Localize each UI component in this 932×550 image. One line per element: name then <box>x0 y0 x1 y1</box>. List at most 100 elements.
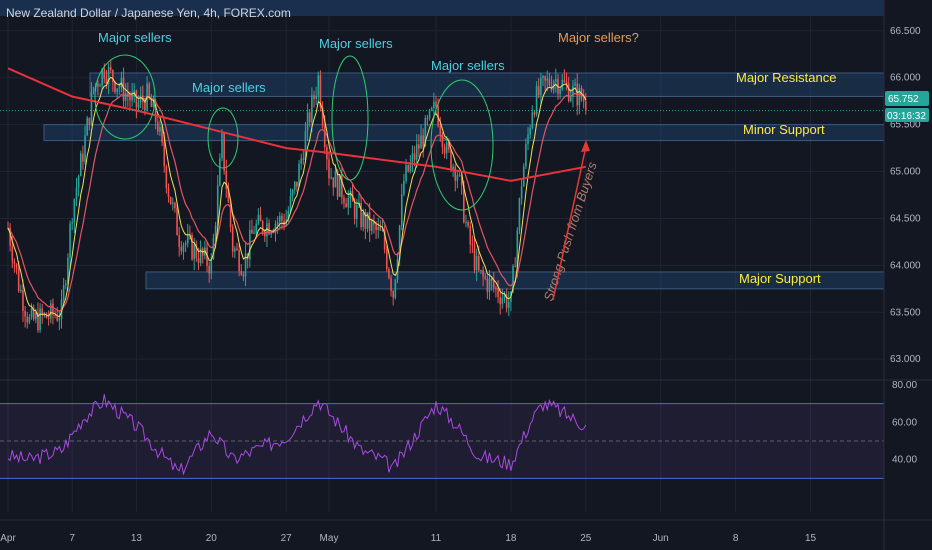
candle-body <box>261 221 264 233</box>
candle-body <box>473 245 476 271</box>
candle-body <box>99 85 101 87</box>
candle-body <box>135 90 138 108</box>
candle-body <box>90 91 93 125</box>
candle-body <box>505 294 508 308</box>
candle-body <box>443 147 446 154</box>
buyer-push-arrow <box>552 140 590 301</box>
candle-body <box>503 294 506 298</box>
candle-body <box>347 198 350 208</box>
candle-body <box>274 223 277 233</box>
candle-body <box>366 212 369 229</box>
candle-body <box>238 249 240 272</box>
candle-body <box>486 278 489 292</box>
candle-body <box>129 96 131 101</box>
rsi-line <box>7 394 587 476</box>
candle-body <box>315 95 317 99</box>
candle-body <box>259 214 262 222</box>
x-tick-label: 15 <box>805 533 817 544</box>
candle-body <box>86 117 88 136</box>
candle-body <box>133 90 136 94</box>
candle-body <box>353 201 356 219</box>
candle-body <box>268 223 270 235</box>
arrow-shaft <box>552 145 587 301</box>
candle-body <box>520 186 523 199</box>
candle-body <box>377 226 380 230</box>
candle-body <box>58 318 61 321</box>
candle-body <box>388 268 390 278</box>
candle-body <box>546 78 549 81</box>
candle-body <box>490 278 493 282</box>
candle-body <box>88 117 91 125</box>
candle-body <box>13 261 16 264</box>
candle-body <box>67 257 69 284</box>
label-major-sellers-1: Major sellers <box>98 30 172 45</box>
y-tick-label: 64.000 <box>890 260 921 271</box>
candle-body <box>159 127 161 132</box>
y-tick-label: 64.500 <box>890 213 921 224</box>
candle-body <box>52 303 54 315</box>
candle-body <box>319 75 322 108</box>
seller-ellipse <box>94 54 156 140</box>
x-tick-label: 13 <box>131 533 143 544</box>
price-tags: 65.752 03:16:32 <box>885 91 929 122</box>
candle-body <box>212 238 215 259</box>
candle-body <box>257 214 260 224</box>
candle-body <box>20 290 22 292</box>
label-major-sellers-3: Major sellers <box>319 36 393 51</box>
ma-slow-line <box>7 67 586 182</box>
candle-body <box>334 171 337 188</box>
candle-body <box>249 229 251 260</box>
candle-body <box>214 226 217 239</box>
rsi-y-tick-label: 60.00 <box>892 417 917 428</box>
y-tick-label: 66.000 <box>890 73 921 84</box>
candle-body <box>11 245 14 262</box>
candle-body <box>430 107 433 110</box>
candle-body <box>174 202 176 208</box>
candle-body <box>30 308 33 318</box>
candle-body <box>405 165 407 181</box>
candle-body <box>561 79 564 89</box>
candle-body <box>330 177 332 179</box>
candle-body <box>454 166 457 181</box>
header-band <box>0 0 884 16</box>
x-tick-label: 8 <box>733 533 739 544</box>
candle-body <box>368 212 371 231</box>
label-major-support: Major Support <box>739 271 821 286</box>
candle-body <box>574 83 576 86</box>
candle-body <box>512 266 514 292</box>
candle-body <box>323 125 326 148</box>
candle-body <box>112 70 114 83</box>
candle-body <box>565 81 568 84</box>
candle-body <box>251 229 253 234</box>
candle-body <box>383 229 386 250</box>
candle-body <box>570 96 572 102</box>
rsi-y-tick-label: 40.00 <box>892 455 917 466</box>
candle-body <box>39 308 41 331</box>
candle-body <box>154 101 157 122</box>
candle-body <box>578 87 581 106</box>
candle-body <box>385 249 388 269</box>
candle-body <box>77 176 80 188</box>
candle-body <box>229 202 232 227</box>
candle-body <box>35 312 37 320</box>
candle-body <box>131 93 133 101</box>
candle-body <box>400 194 403 226</box>
candle-body <box>278 215 281 223</box>
candle-body <box>306 112 309 131</box>
candle-body <box>84 135 86 162</box>
candle-body <box>582 99 585 102</box>
candle-body <box>9 228 11 246</box>
candle-body <box>522 166 525 187</box>
candle-body <box>563 79 566 82</box>
last-price-tag-bg <box>885 91 929 106</box>
candle-body <box>345 203 347 208</box>
candle-body <box>465 222 467 224</box>
candle-body <box>544 76 546 81</box>
moving-averages <box>0 67 884 318</box>
candle-body <box>270 232 273 235</box>
rsi-panel <box>0 394 884 479</box>
x-tick-label: Jun <box>653 533 669 544</box>
candle-body <box>448 142 450 150</box>
candle-body <box>585 101 587 111</box>
